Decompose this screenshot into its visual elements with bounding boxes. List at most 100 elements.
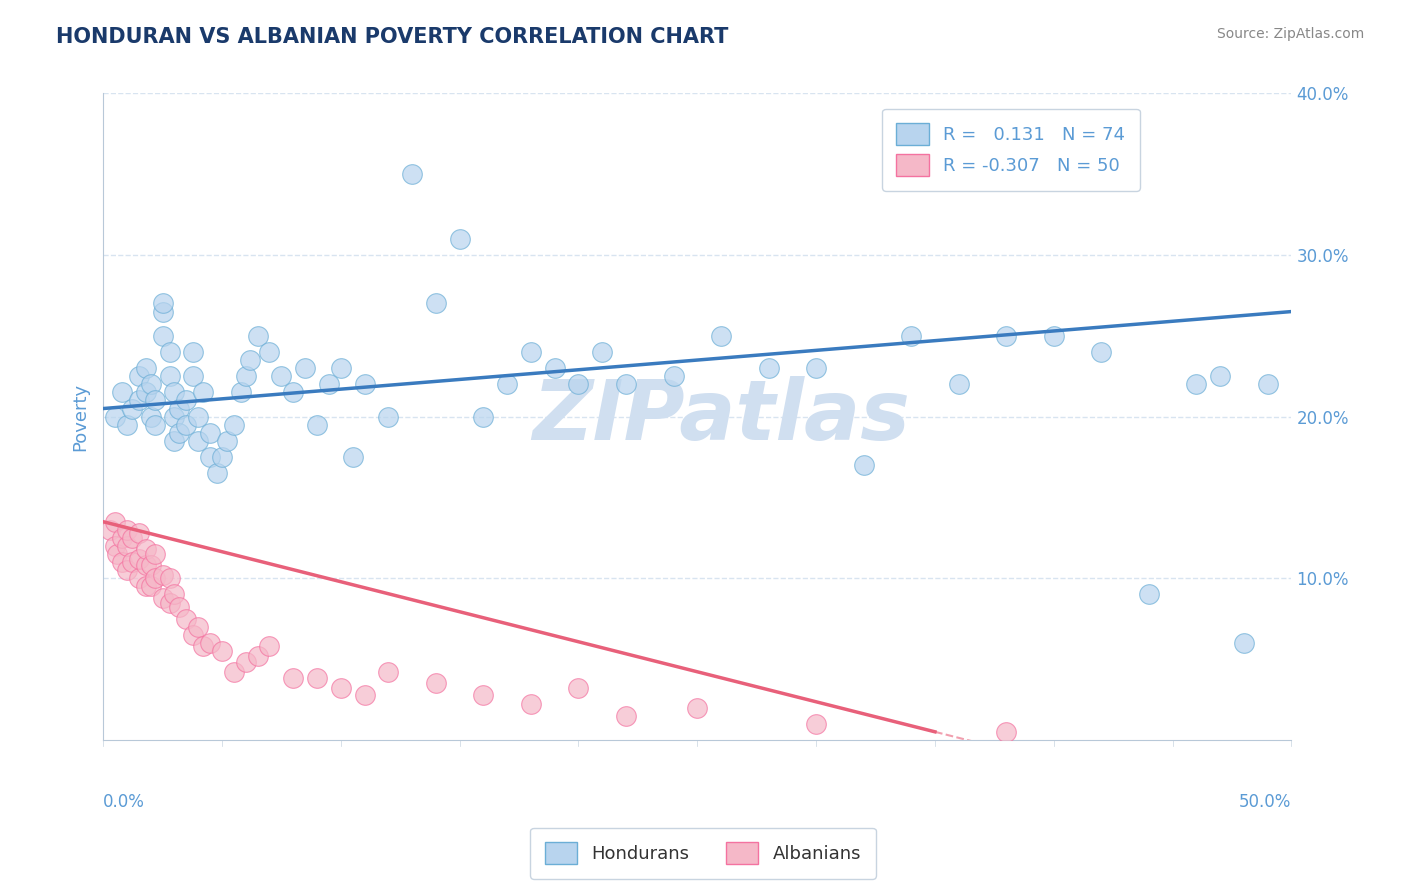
Point (377, 665, 399, 679)
Point (187, 409, 209, 424)
Point (305, 672, 328, 686)
Point (758, 361, 780, 376)
Point (205, 466, 228, 480)
Point (235, 369, 257, 384)
Point (145, 417, 167, 432)
Point (191, 385, 214, 400)
Point (159, 345, 181, 359)
Point (139, 409, 162, 424)
Point (115, 523, 138, 537)
Point (128, 369, 150, 384)
Point (804, 716, 827, 731)
Point (152, 328, 174, 343)
Point (1137, 587, 1160, 601)
Point (145, 393, 167, 408)
Point (135, 361, 157, 376)
Point (614, 377, 637, 392)
Point (710, 328, 733, 343)
Point (222, 417, 245, 432)
Point (135, 385, 157, 400)
Point (1185, 377, 1208, 392)
Point (472, 409, 495, 424)
Point (211, 644, 233, 658)
Point (425, 296, 447, 310)
Point (176, 393, 198, 408)
Point (167, 401, 190, 416)
Point (353, 377, 375, 392)
Point (176, 612, 198, 626)
Point (198, 425, 221, 440)
Point (183, 628, 205, 642)
Point (128, 393, 150, 408)
Point (1090, 345, 1112, 359)
Point (229, 385, 252, 400)
Point (246, 328, 269, 343)
Point (401, 167, 423, 181)
Point (191, 639, 214, 653)
Point (111, 385, 134, 400)
Point (187, 620, 209, 634)
Point (294, 361, 316, 376)
Point (804, 361, 827, 376)
Text: Source: ZipAtlas.com: Source: ZipAtlas.com (1216, 27, 1364, 41)
Point (115, 539, 138, 553)
Point (135, 542, 157, 557)
Point (111, 555, 134, 569)
Point (544, 361, 567, 376)
Point (472, 688, 495, 702)
Point (163, 409, 186, 424)
Point (167, 425, 190, 440)
Point (305, 417, 328, 432)
Point (215, 434, 238, 448)
Point (163, 385, 186, 400)
Point (167, 600, 190, 615)
Point (176, 417, 198, 432)
Point (662, 369, 685, 384)
Point (152, 591, 174, 605)
Point (1209, 369, 1232, 384)
Point (187, 434, 209, 448)
Point (135, 558, 157, 573)
Point (995, 724, 1018, 739)
Point (329, 361, 352, 376)
Point (163, 434, 186, 448)
Point (995, 328, 1018, 343)
Point (104, 409, 127, 424)
Point (1257, 377, 1279, 392)
Text: HONDURAN VS ALBANIAN POVERTY CORRELATION CHART: HONDURAN VS ALBANIAN POVERTY CORRELATION… (56, 27, 728, 46)
Point (270, 369, 292, 384)
Point (121, 555, 143, 569)
Point (318, 377, 340, 392)
Point (283, 672, 305, 686)
Point (152, 568, 174, 582)
Point (163, 587, 186, 601)
Point (567, 681, 589, 695)
Text: 0.0%: 0.0% (103, 793, 145, 811)
Point (520, 698, 543, 712)
Point (115, 417, 138, 432)
Point (152, 296, 174, 310)
Point (591, 345, 613, 359)
Point (159, 369, 181, 384)
Point (98, 523, 121, 537)
Point (449, 232, 471, 246)
Point (198, 636, 221, 650)
Point (614, 708, 637, 723)
Point (159, 571, 181, 585)
Point (104, 539, 127, 553)
Y-axis label: Poverty: Poverty (72, 383, 89, 450)
Point (239, 353, 262, 368)
Point (159, 595, 181, 609)
Point (139, 558, 162, 573)
Point (198, 450, 221, 464)
Point (1233, 636, 1256, 650)
Point (139, 377, 162, 392)
Point (353, 688, 375, 702)
Point (686, 700, 709, 714)
Legend: Hondurans, Albanians: Hondurans, Albanians (530, 828, 876, 879)
Point (948, 377, 970, 392)
Point (377, 409, 399, 424)
Point (283, 385, 305, 400)
Point (520, 345, 543, 359)
Point (329, 681, 352, 695)
